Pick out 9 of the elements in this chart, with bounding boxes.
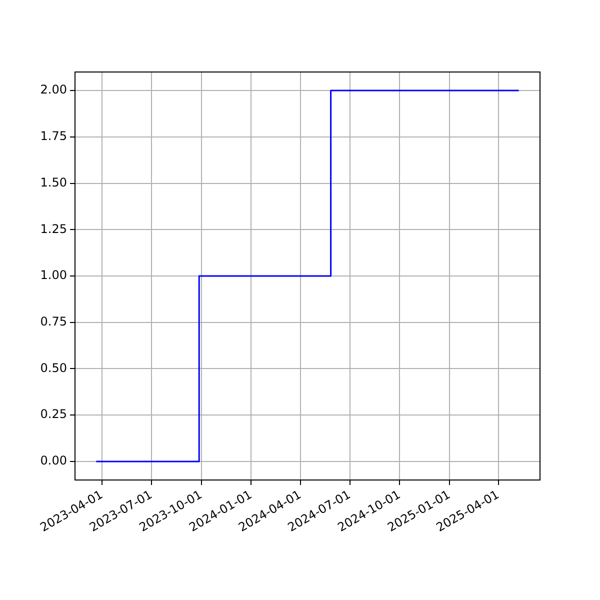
y-tick-label: 1.25 bbox=[40, 222, 67, 236]
y-tick-label: 0.50 bbox=[40, 360, 67, 375]
y-tick-label: 0.25 bbox=[40, 407, 67, 422]
y-tick-label: 1.50 bbox=[40, 175, 67, 190]
y-tick-label: 1.75 bbox=[40, 129, 67, 144]
y-tick-label: 0.00 bbox=[40, 454, 67, 468]
y-tick-label: 0.75 bbox=[40, 314, 67, 328]
y-tick-label: 1.00 bbox=[40, 268, 67, 282]
y-tick-label: 2.00 bbox=[40, 82, 67, 97]
